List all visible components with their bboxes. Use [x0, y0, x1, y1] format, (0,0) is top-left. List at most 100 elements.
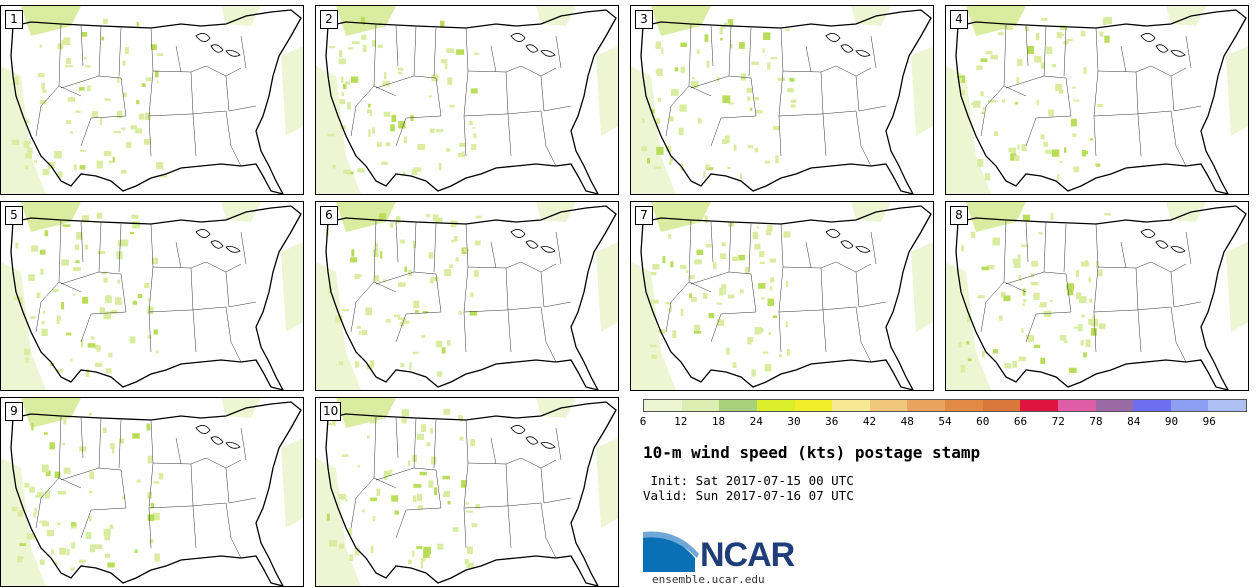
member-label: 10: [320, 402, 342, 421]
wind-speckle: [719, 287, 724, 296]
wind-speckle: [435, 340, 443, 348]
wind-speckle: [141, 83, 146, 87]
wind-speckle: [669, 156, 673, 162]
wind-speckle: [434, 217, 443, 224]
wind-speckle: [1035, 32, 1040, 41]
wind-speckle: [691, 80, 699, 88]
wind-speckle: [357, 168, 365, 173]
state-border: [225, 110, 242, 167]
state-border: [395, 417, 399, 459]
state-border: [240, 427, 247, 461]
wind-speckle: [466, 562, 474, 569]
wind-speckle: [790, 104, 796, 108]
wind-speckle: [1075, 270, 1080, 277]
state-border: [778, 27, 784, 157]
wind-speckle: [352, 41, 360, 44]
wind-speckle: [1006, 27, 1014, 30]
state-border: [1120, 241, 1127, 269]
state-border: [1063, 223, 1067, 273]
wind-speckle: [358, 274, 362, 278]
colorbar-tick-label: 66: [1013, 415, 1028, 428]
wind-speckle: [155, 70, 159, 78]
wind-speckle: [739, 42, 745, 49]
wind-speckle: [658, 329, 665, 334]
wind-speckle: [785, 28, 790, 31]
state-border: [240, 231, 247, 265]
wind-speckle: [651, 354, 657, 359]
wind-speckle: [446, 340, 451, 346]
wind-speckle: [135, 128, 143, 134]
wind-speckle: [765, 160, 770, 164]
wind-speckle: [694, 330, 702, 334]
wind-speckle: [443, 490, 450, 498]
state-border: [35, 281, 60, 333]
wind-speckle: [1050, 212, 1054, 220]
colorbar-tick-label: 60: [976, 415, 990, 428]
wind-speckle: [1071, 86, 1076, 89]
us-map: [316, 6, 618, 194]
wind-speckle: [66, 332, 72, 336]
wind-speckle: [1021, 244, 1029, 248]
wind-speckle: [455, 257, 459, 262]
wind-speckle: [103, 528, 111, 536]
wind-speckle: [1104, 213, 1111, 216]
state-border: [540, 75, 572, 112]
wind-speckle: [1097, 269, 1103, 277]
great-lake: [825, 229, 841, 238]
state-border: [540, 467, 572, 504]
wind-speckle: [12, 77, 19, 85]
wind-speckle: [720, 37, 723, 41]
wind-speckle: [727, 167, 731, 170]
wind-speckle: [985, 51, 993, 55]
state-border: [1093, 27, 1099, 157]
wind-field-region: [1226, 46, 1248, 136]
wind-speckle: [89, 515, 92, 522]
state-border: [505, 267, 512, 353]
wind-speckle: [398, 67, 404, 71]
wind-speckle: [345, 498, 348, 502]
state-border: [665, 85, 690, 137]
wind-speckle: [773, 126, 780, 131]
member-label: 7: [635, 206, 653, 225]
wind-speckle: [651, 109, 655, 114]
wind-speckle: [1066, 38, 1073, 42]
wind-speckle: [1036, 99, 1040, 105]
wind-speckle: [413, 167, 422, 172]
wind-speckle: [957, 78, 962, 83]
wind-speckle: [156, 350, 159, 354]
wind-speckle: [1017, 144, 1020, 150]
wind-speckle: [85, 532, 92, 539]
coastline: [10, 205, 302, 390]
wind-speckle: [41, 320, 45, 325]
great-lake: [1170, 246, 1186, 253]
us-map: [631, 6, 933, 194]
wind-speckle: [360, 16, 364, 23]
wind-speckle: [354, 548, 360, 556]
wind-speckle: [408, 559, 412, 564]
wind-speckle: [409, 362, 412, 371]
wind-speckle: [11, 506, 18, 512]
wind-speckle: [463, 248, 469, 252]
state-border: [225, 75, 257, 112]
wind-speckle: [144, 283, 150, 288]
wind-speckle: [768, 331, 771, 336]
state-border: [60, 271, 100, 285]
wind-field-region: [651, 202, 711, 232]
wind-speckle: [63, 37, 71, 45]
state-border: [175, 437, 182, 465]
wind-speckle: [57, 369, 64, 373]
wind-speckle: [63, 467, 71, 474]
wind-speckle: [144, 112, 151, 121]
wind-speckle: [129, 232, 134, 234]
colorbar-segment: [756, 400, 795, 411]
great-lake: [825, 33, 841, 42]
state-border: [820, 71, 827, 157]
wind-speckle: [28, 274, 35, 281]
state-border: [1093, 223, 1099, 353]
wind-speckle: [1080, 340, 1084, 346]
state-border: [395, 311, 442, 343]
wind-speckle: [760, 297, 765, 300]
wind-speckle: [81, 215, 90, 223]
wind-speckle: [411, 169, 418, 176]
site-url: ensemble.ucar.edu: [652, 573, 765, 586]
